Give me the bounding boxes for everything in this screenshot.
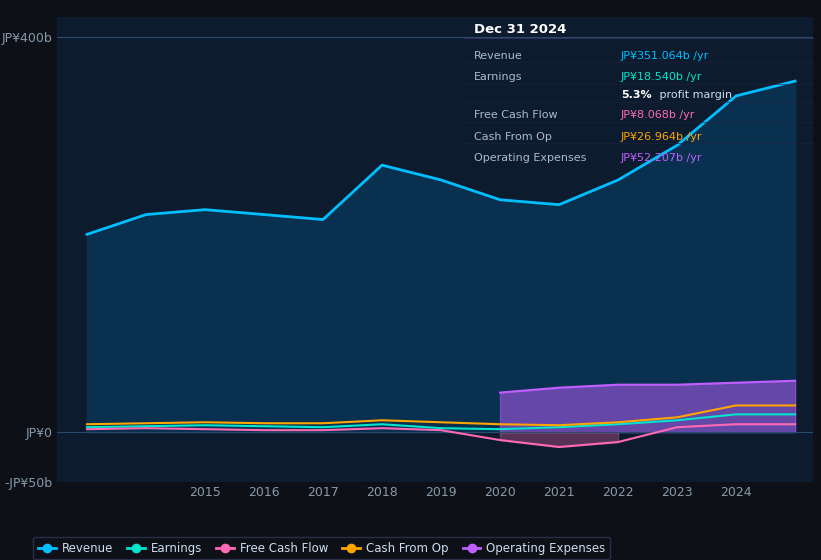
Text: Earnings: Earnings: [475, 72, 523, 82]
Text: JP¥8.068b /yr: JP¥8.068b /yr: [621, 110, 695, 120]
Text: Free Cash Flow: Free Cash Flow: [475, 110, 558, 120]
Text: Operating Expenses: Operating Expenses: [475, 153, 587, 164]
Text: JP¥351.064b /yr: JP¥351.064b /yr: [621, 51, 709, 61]
Text: Dec 31 2024: Dec 31 2024: [475, 23, 566, 36]
Text: 5.3%: 5.3%: [621, 91, 652, 100]
Text: profit margin: profit margin: [656, 91, 732, 100]
Text: JP¥26.964b /yr: JP¥26.964b /yr: [621, 132, 703, 142]
Legend: Revenue, Earnings, Free Cash Flow, Cash From Op, Operating Expenses: Revenue, Earnings, Free Cash Flow, Cash …: [34, 537, 610, 559]
Text: JP¥18.540b /yr: JP¥18.540b /yr: [621, 72, 702, 82]
Text: Revenue: Revenue: [475, 51, 523, 61]
Text: JP¥52.207b /yr: JP¥52.207b /yr: [621, 153, 703, 164]
Text: Cash From Op: Cash From Op: [475, 132, 553, 142]
